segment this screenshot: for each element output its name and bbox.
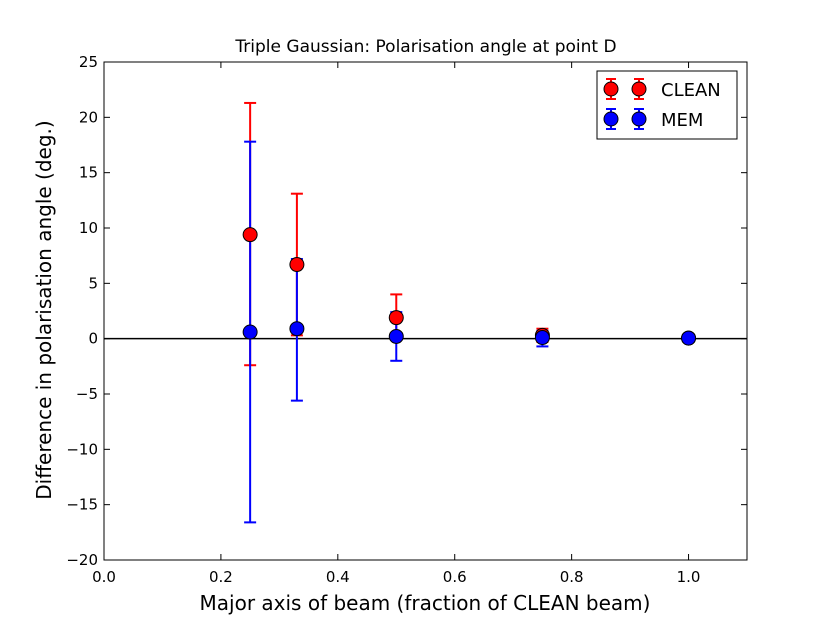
clean-legend-label: CLEAN: [661, 80, 721, 101]
plot-area: 0.0 0.2 0.4 0.6 0.8 1.0 −20 −15 −10 −5 0 5 10 15 20 25: [66, 53, 748, 586]
x-tick-label: 0.0: [92, 568, 116, 586]
mem-point: [289, 321, 305, 337]
legend: CLEAN MEM: [596, 70, 738, 140]
x-axis-label: Major axis of beam (fraction of CLEAN be…: [200, 591, 651, 615]
clean-point: [289, 257, 305, 273]
y-tick-label: −15: [66, 496, 98, 514]
clean-legend-marker: [631, 81, 647, 97]
y-tick-label: 5: [88, 274, 98, 292]
clean-point: [242, 227, 258, 243]
mem-point: [388, 328, 404, 344]
y-tick-label: 25: [79, 53, 98, 71]
x-tick-label: 1.0: [677, 568, 701, 586]
mem-point: [534, 330, 550, 346]
y-tick-label: −10: [66, 440, 98, 458]
x-tick-label: 0.8: [560, 568, 584, 586]
x-tick-label: 0.4: [326, 568, 350, 586]
clean-legend-marker: [603, 81, 619, 97]
y-axis-label: Difference in polarisation angle (deg.): [32, 120, 56, 499]
x-tick-label: 0.6: [443, 568, 467, 586]
y-tick-label: 15: [79, 164, 98, 182]
y-tick-label: 0: [88, 330, 98, 348]
y-tick-label: −5: [76, 385, 98, 403]
y-tick-label: 20: [79, 108, 98, 126]
chart-title: Triple Gaussian: Polarisation angle at p…: [234, 37, 616, 57]
y-tick-label: −20: [66, 551, 98, 569]
plot-frame: [103, 61, 748, 561]
mem-point: [681, 330, 697, 346]
x-tick-label: 0.2: [209, 568, 233, 586]
clean-point: [388, 310, 404, 326]
y-tick-label: 10: [79, 219, 98, 237]
mem-legend-marker: [603, 111, 619, 127]
mem-point: [242, 324, 258, 340]
mem-legend-marker: [631, 111, 647, 127]
legend-box: [596, 70, 738, 140]
mem-legend-label: MEM: [661, 110, 703, 131]
